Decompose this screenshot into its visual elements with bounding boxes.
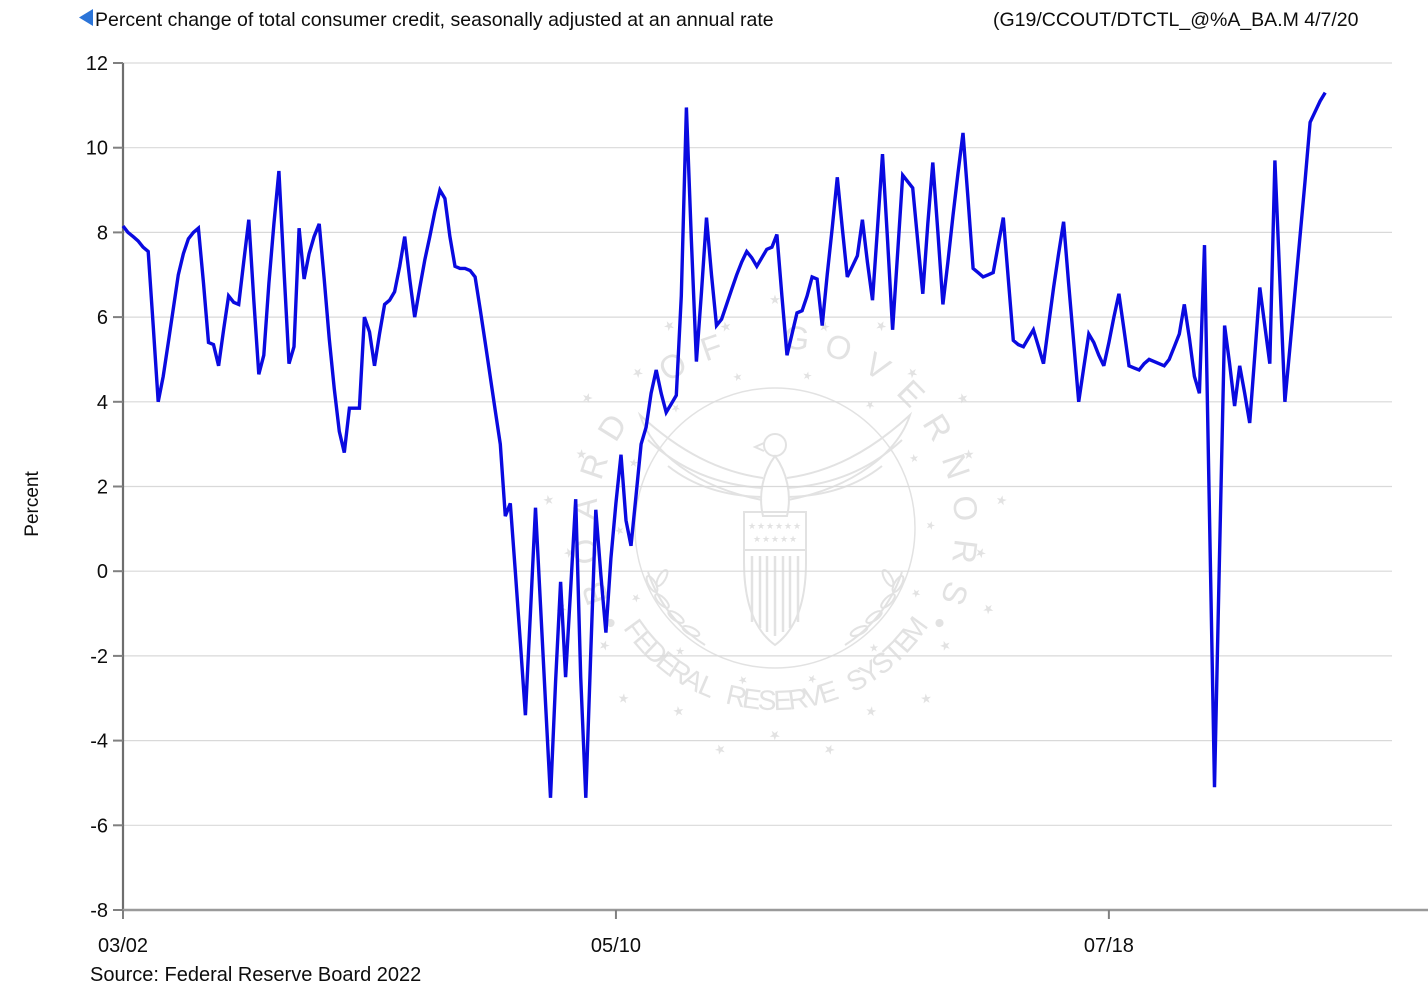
seal-bottom-text-letter: R [786, 682, 810, 715]
seal-outer-star-icon: ★ [822, 741, 837, 758]
seal-top-text-letter: A [565, 496, 604, 522]
y-tick-label: 2 [97, 477, 108, 499]
shield-star-icon: ★ [775, 521, 783, 531]
seal-top-text-letter: V [858, 345, 896, 388]
seal-outer-star-icon: ★ [595, 637, 614, 655]
seal-outer-star-icon: ★ [769, 292, 781, 307]
shield-star-icon: ★ [753, 534, 761, 544]
seal-outer-star-icon: ★ [540, 493, 556, 506]
seal-top-text-letter: O [946, 494, 985, 523]
eagle-icon [637, 411, 913, 517]
x-tick-label: 05/10 [591, 935, 641, 957]
x-tick-label: 07/18 [1084, 935, 1134, 957]
seal-outer-star-icon: ★ [994, 494, 1010, 507]
seal-bottom-text-letter: E [741, 682, 764, 715]
seal-outer-star-icon: ★ [973, 546, 989, 559]
seal-inner-star-icon: ★ [806, 672, 819, 686]
seal-outer-star-icon: ★ [718, 318, 733, 335]
seal-outer-star-icon: ★ [572, 446, 590, 462]
seal-top-text-letter: S [934, 577, 976, 610]
shield-star-icon: ★ [789, 534, 797, 544]
shield-star-icon: ★ [757, 521, 765, 531]
seal-inner-star-icon: ★ [629, 590, 644, 604]
seal-outer-star-icon: ★ [660, 316, 677, 335]
y-tick-label: 6 [97, 307, 108, 329]
y-tick-label: -2 [90, 646, 108, 668]
shield-star-icon: ★ [766, 521, 774, 531]
y-tick-label: 10 [86, 138, 108, 160]
shield-star-icon: ★ [771, 534, 779, 544]
seal-outer-star-icon: ★ [578, 389, 597, 407]
shield-star-icon: ★ [793, 521, 801, 531]
chart-title: Percent change of total consumer credit,… [95, 9, 774, 31]
seal-inner-star-icon: ★ [924, 521, 936, 531]
y-axis-title: Percent [22, 471, 43, 537]
left-triangle-icon [79, 9, 93, 26]
seal-outer-star-icon: ★ [769, 728, 781, 743]
seal-inner-circle [634, 387, 916, 669]
seal-inner-star-icon: ★ [801, 369, 813, 383]
shield-star-icon: ★ [784, 521, 792, 531]
plot-area: -8 -6 -4 -2 0 2 4 6 8 10 12 03/02 05/10 07/18 [86, 53, 1428, 957]
seal-outer-star-icon: ★ [954, 389, 973, 407]
seal-inner-star-icon: ★ [908, 586, 923, 600]
seal-bottom-text-letter: E [773, 684, 793, 716]
data-line-series [121, 91, 1327, 798]
x-tick-label: 03/02 [98, 935, 148, 957]
y-tick-label: 8 [97, 222, 108, 244]
seal-outer-star-icon: ★ [561, 546, 577, 559]
shield-star-icon: ★ [780, 534, 788, 544]
series-code: (G19/CCOUT/DTCTL_@%A_BA.M 4/7/20 [993, 9, 1359, 31]
seal-inner-star-icon: ★ [906, 451, 921, 465]
source-note: Source: Federal Reserve Board 2022 [90, 964, 421, 986]
seal-outer-star-icon: ★ [713, 741, 728, 758]
seal-inner-star-icon: ★ [737, 673, 749, 687]
seal-inner-star-icon: ★ [732, 370, 745, 384]
branch-right-icon [844, 569, 905, 646]
branch-left-icon [645, 569, 706, 646]
y-tick-label: 0 [97, 561, 108, 583]
seal-outer-star-icon: ★ [980, 601, 998, 617]
seal-outer-star-icon: ★ [670, 702, 687, 721]
seal-outer-star-icon: ★ [917, 690, 936, 709]
seal-outer-star-icon: ★ [873, 316, 890, 335]
y-tick-label: -4 [90, 731, 108, 753]
seal-top-text-letter: R [945, 537, 985, 565]
seal-outer-star-icon: ★ [614, 689, 633, 708]
y-tick-label: -8 [90, 900, 108, 922]
shield-icon [743, 511, 807, 647]
seal-inner-star-icon: ★ [862, 398, 877, 414]
seal-outer-star-icon: ★ [863, 702, 880, 721]
y-tick-label: -6 [90, 815, 108, 837]
shield-star-icon: ★ [748, 521, 756, 531]
seal-outer-star-icon: ★ [628, 363, 647, 382]
seal-outer-star-icon: ★ [936, 637, 955, 655]
shield-star-icon: ★ [762, 534, 770, 544]
y-tick-label: 4 [97, 392, 108, 414]
seal-top-text-letter: D [590, 407, 634, 447]
seal-outer-star-icon: ★ [960, 446, 978, 462]
seal-bottom-text-letter: S [757, 684, 777, 716]
y-tick-label: 12 [86, 53, 108, 75]
seal-inner-star-icon: ★ [614, 526, 626, 536]
seal-top-text-letter: R [916, 407, 960, 447]
